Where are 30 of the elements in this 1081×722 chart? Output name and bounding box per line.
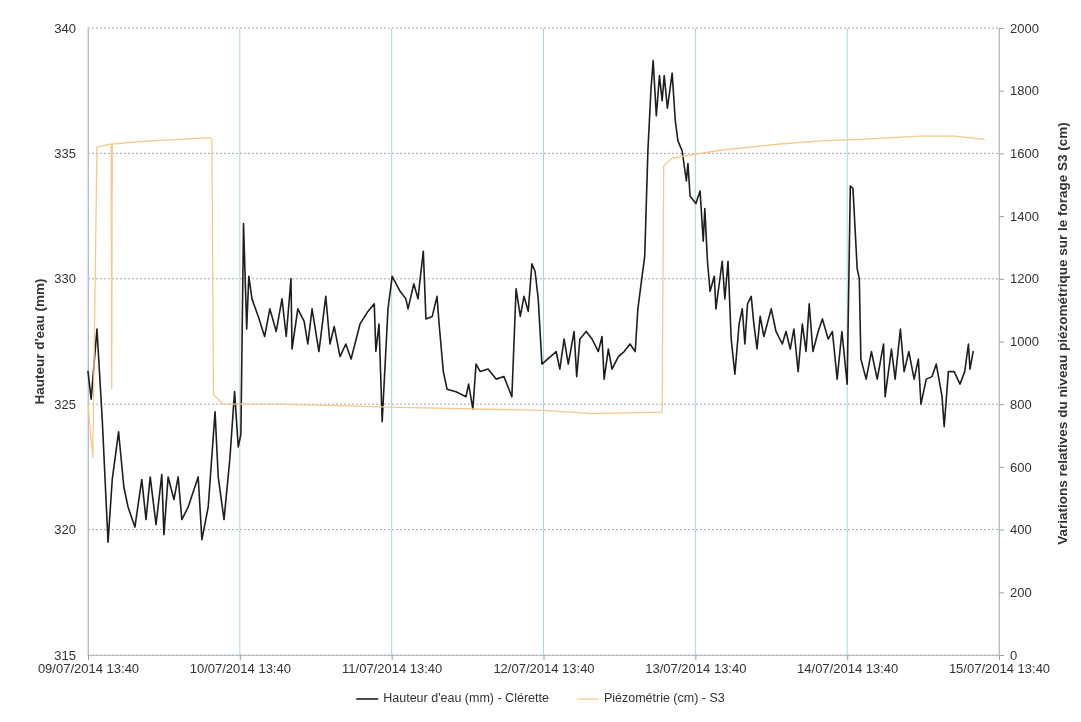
- y2-tick-label: 600: [1010, 459, 1032, 475]
- legend-label: Piézométrie (cm) - S3: [603, 691, 725, 706]
- y2-axis-title: Variations relatives du niveau piézométrique sur le forage S3 (cm): [1054, 122, 1070, 545]
- x-tick-label: 12/07/2014 13:40: [493, 661, 595, 677]
- legend-label: Hauteur d'eau (mm) - Clérette: [383, 691, 549, 706]
- line-series: [87, 135, 985, 459]
- y2-tick-label: 1000: [1010, 334, 1039, 350]
- y2-tick-label: 1200: [1010, 271, 1039, 287]
- y2-tick-label: 2000: [1010, 20, 1039, 36]
- y2-tick-label: 1600: [1010, 146, 1039, 162]
- x-tick-label: 13/07/2014 13:40: [645, 661, 747, 677]
- y-tick-label: 340: [54, 20, 76, 36]
- x-tick-label: 09/07/2014 13:40: [37, 661, 140, 677]
- y2-tick-label: 800: [1010, 396, 1032, 412]
- y2-tick-label: 1800: [1010, 83, 1039, 99]
- x-tick-label: 11/07/2014 13:40: [342, 661, 443, 677]
- y2-tick-label: 0: [1010, 647, 1018, 663]
- y2-tick-label: 1400: [1010, 208, 1039, 224]
- y-tick-label: 325: [54, 396, 76, 412]
- x-tick-label: 15/07/2014 13:40: [948, 661, 1051, 677]
- y-tick-label: 315: [54, 647, 76, 663]
- y-tick-label: 330: [54, 271, 76, 287]
- x-tick-label: 14/07/2014 13:40: [797, 661, 899, 677]
- y2-tick-label: 200: [1010, 584, 1032, 600]
- y2-tick-label: 400: [1010, 522, 1032, 538]
- y-tick-label: 320: [54, 522, 76, 538]
- y-tick-label: 335: [54, 146, 76, 162]
- x-tick-label: 10/07/2014 13:40: [189, 661, 291, 677]
- y-axis-title: Hauteur d'eau (mm): [31, 278, 47, 405]
- line-series: [87, 59, 974, 543]
